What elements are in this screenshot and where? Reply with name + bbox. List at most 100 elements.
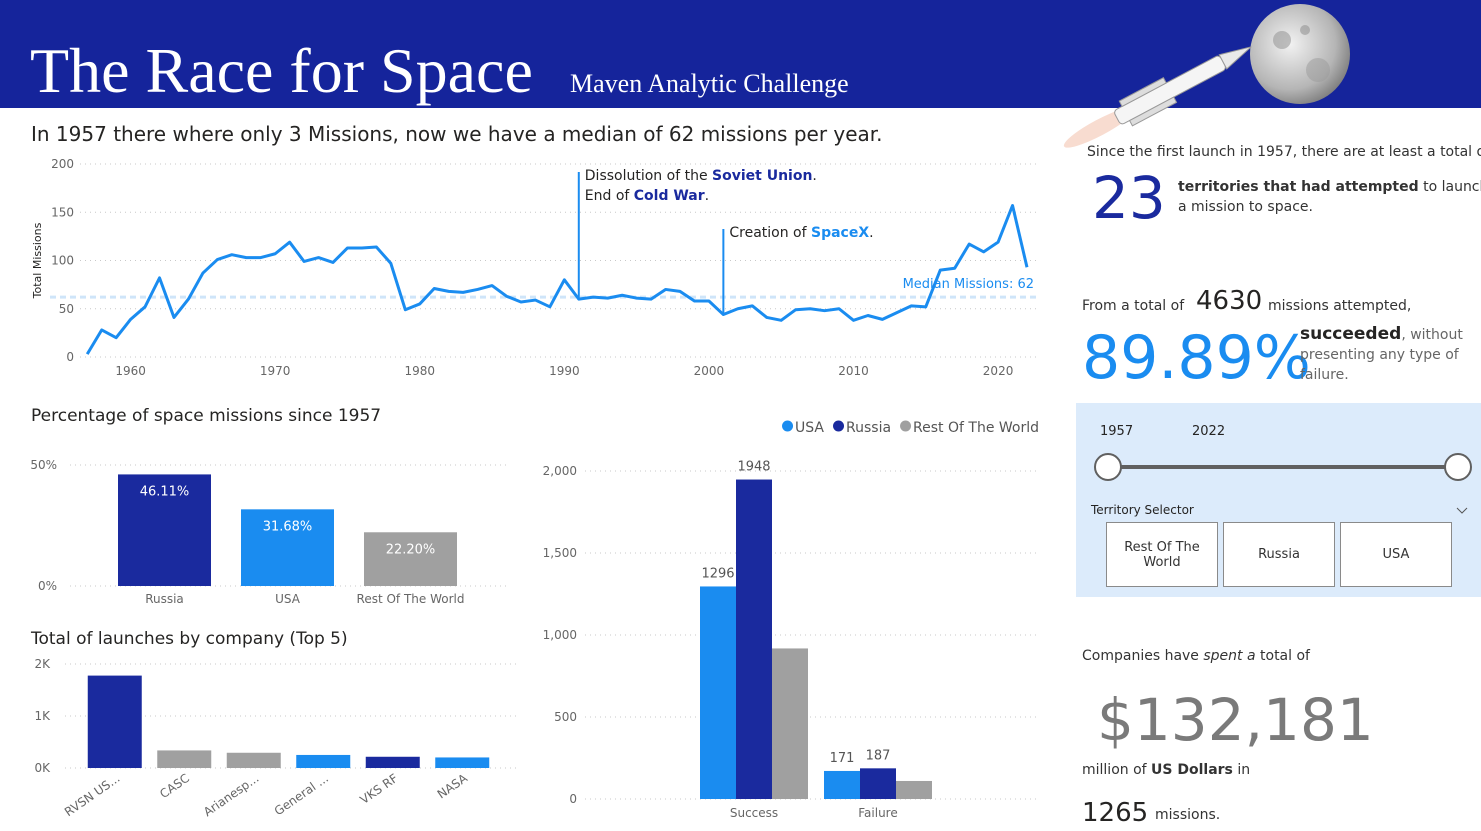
y-axis-label: Total Missions — [31, 222, 44, 299]
kpi-text: Companies have spent a total of — [1082, 648, 1311, 664]
x-tick-label: 1990 — [549, 364, 580, 378]
kpi-text: US Dollars — [1151, 762, 1233, 778]
bar — [296, 754, 351, 768]
annotation-part: Creation of — [729, 225, 811, 241]
slicer-label: Territory Selector — [1090, 503, 1194, 517]
data-label: 171 — [830, 751, 855, 766]
territory-option[interactable]: USA — [1340, 522, 1452, 587]
x-tick-label: 2000 — [694, 364, 725, 378]
y-tick-label: 1,500 — [543, 546, 577, 560]
annotation-line-text: Creation of SpaceX. — [729, 225, 873, 241]
y-tick-label: 2K — [34, 657, 51, 671]
y-tick-label: 2,000 — [543, 464, 577, 478]
annotation-part: SpaceX — [811, 225, 869, 241]
slider-handle[interactable] — [1094, 453, 1122, 481]
annotation-line-text: End of Cold War. — [585, 188, 709, 204]
kpi-text: failure. — [1300, 367, 1349, 383]
kpi-text: million of US Dollars in — [1082, 762, 1250, 778]
legend: USA Russia Rest Of The World — [782, 420, 1039, 436]
kpi-text: , without — [1401, 327, 1463, 343]
kpi-text: million of — [1082, 762, 1151, 778]
kpi-text: territories that had attempted to launch — [1178, 179, 1481, 195]
annotation-part: Dissolution of the — [585, 168, 712, 184]
x-tick-label: CASC — [157, 771, 192, 801]
y-tick-label: 0K — [34, 761, 51, 775]
legend-label: Rest Of The World — [913, 420, 1039, 436]
kpi-text: total of — [1256, 648, 1311, 664]
y-tick-label: 0 — [66, 350, 74, 364]
kpi-text: territories that had attempted — [1178, 179, 1419, 195]
territory-option[interactable]: Russia — [1223, 522, 1335, 587]
legend-label: Russia — [846, 420, 891, 436]
x-tick-label: Arianesp... — [201, 771, 262, 819]
kpi-text: presenting any type of — [1300, 347, 1460, 363]
kpi-text: spent a — [1203, 648, 1255, 664]
bar — [860, 768, 896, 799]
data-label: 31.68% — [263, 519, 313, 534]
annotation-line-text: Dissolution of the Soviet Union. — [585, 168, 817, 184]
kpi-value: $132,181 — [1097, 686, 1374, 754]
bar — [772, 648, 808, 799]
y-tick-label: 0 — [569, 792, 577, 806]
y-tick-label: 200 — [51, 157, 74, 171]
x-tick-label: NASA — [435, 771, 471, 802]
slicer-start: 1957 — [1100, 424, 1133, 439]
annotation-part: . — [705, 188, 709, 204]
x-tick-label: General ... — [272, 771, 331, 818]
annotation-part: Cold War — [634, 188, 705, 204]
bar — [736, 479, 772, 799]
x-tick-label: Failure — [858, 806, 897, 820]
bar — [824, 770, 860, 799]
y-tick-label: 50% — [30, 458, 57, 472]
bar — [700, 586, 736, 799]
chevron[interactable] — [1456, 507, 1468, 514]
data-label: 187 — [866, 748, 891, 763]
y-tick-label: 150 — [51, 205, 74, 219]
x-tick-label: 1980 — [404, 364, 435, 378]
y-tick-label: 1,000 — [543, 628, 577, 642]
x-tick-label: USA — [275, 592, 301, 606]
annotation-part: End of — [585, 188, 634, 204]
bar — [241, 509, 334, 586]
chart-title: Percentage of space missions since 1957 — [31, 406, 381, 426]
x-tick-label: 1970 — [260, 364, 291, 378]
bar — [87, 675, 142, 768]
y-tick-label: 100 — [51, 254, 74, 268]
territory-option[interactable]: Rest Of The World — [1106, 522, 1218, 587]
data-label: 22.20% — [386, 542, 436, 557]
chart-title: Total of launches by company (Top 5) — [30, 629, 348, 649]
x-tick-label: Russia — [145, 592, 184, 606]
legend-marker — [782, 420, 794, 432]
kpi-value: 4630 — [1196, 286, 1262, 316]
chart-title: In 1957 there where only 3 Missions, now… — [31, 122, 883, 146]
slider-handle[interactable] — [1444, 453, 1472, 481]
kpi-text: a mission to space. — [1178, 199, 1313, 215]
bar — [365, 756, 420, 768]
x-tick-label: Rest Of The World — [357, 592, 465, 606]
slicer-options: Rest Of The World Russia USA — [1106, 522, 1456, 587]
data-line — [85, 203, 1029, 355]
x-tick-label: 2020 — [983, 364, 1014, 378]
annotation: Creation of SpaceX. — [729, 225, 873, 241]
kpi-text: Since the first launch in 1957, there ar… — [1087, 144, 1481, 160]
kpi-text: missions attempted, — [1268, 298, 1411, 314]
kpi-text: to launch — [1419, 179, 1481, 195]
data-label: 1296 — [701, 566, 734, 581]
bar — [364, 532, 457, 586]
kpi-text: succeeded — [1300, 324, 1401, 344]
x-tick-label: VKS RF — [357, 771, 400, 807]
bar — [157, 750, 212, 768]
x-tick-label: RVSN US... — [62, 771, 123, 819]
option-row: Rest Of The World Russia USA — [1106, 522, 1456, 587]
kpi-text: succeeded, without — [1300, 324, 1463, 344]
x-tick-label: 2010 — [838, 364, 869, 378]
legend-marker — [833, 420, 845, 432]
annotation-part: . — [869, 225, 873, 241]
kpi-text: in — [1233, 762, 1250, 778]
bar — [118, 474, 211, 586]
kpi-text: missions. — [1155, 807, 1220, 823]
legend-label: USA — [795, 420, 824, 436]
data-label: 46.11% — [140, 484, 190, 499]
annotation-part: . — [812, 168, 816, 184]
